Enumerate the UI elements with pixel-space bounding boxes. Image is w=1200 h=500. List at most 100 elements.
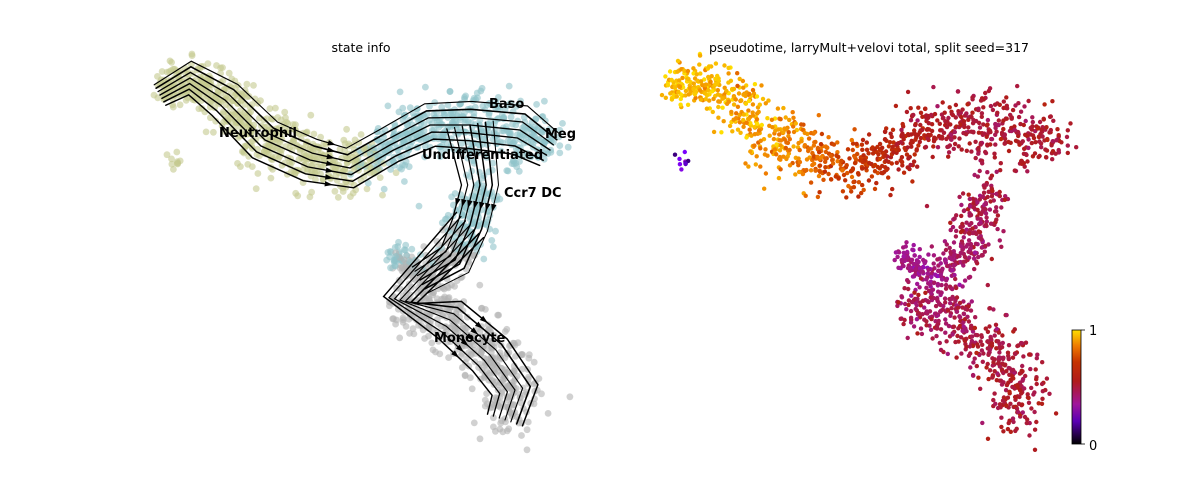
pseudotime-cell-point bbox=[1053, 151, 1058, 156]
state-cell-point bbox=[450, 201, 457, 209]
state-cell-point bbox=[284, 120, 292, 127]
pseudotime-cell-point bbox=[971, 373, 976, 378]
pseudotime-cell-point bbox=[929, 244, 934, 249]
pseudotime-cell-point bbox=[685, 102, 691, 108]
pseudotime-cell-point bbox=[988, 199, 993, 204]
state-cell-point bbox=[275, 139, 282, 146]
pseudotime-cell-point bbox=[901, 170, 907, 175]
pseudotime-cell-point bbox=[906, 132, 911, 138]
pseudotime-cell-point bbox=[1020, 363, 1025, 369]
pseudotime-cell-point bbox=[950, 332, 955, 337]
pseudotime-cell-point bbox=[1002, 197, 1007, 202]
pseudotime-cell-point bbox=[922, 305, 927, 310]
pseudotime-cell-point bbox=[997, 238, 1002, 243]
pseudotime-cell-point bbox=[958, 224, 963, 230]
pseudotime-cell-point bbox=[846, 183, 851, 189]
pseudotime-cell-point bbox=[1010, 355, 1016, 360]
pseudotime-cell-point bbox=[989, 136, 995, 142]
pseudotime-cell-point bbox=[856, 172, 861, 177]
pseudotime-cell-point bbox=[962, 337, 967, 342]
state-cell-point bbox=[432, 348, 439, 356]
pseudotime-cell-point bbox=[939, 134, 945, 139]
pseudotime-cell-point bbox=[784, 156, 789, 162]
pseudotime-cell-point bbox=[867, 160, 872, 166]
pseudotime-cell-point bbox=[713, 76, 718, 82]
pseudotime-cell-point bbox=[748, 149, 753, 154]
pseudotime-cell-point bbox=[675, 58, 681, 64]
pseudotime-cell-point bbox=[951, 240, 957, 245]
state-cell-point bbox=[173, 148, 181, 156]
pseudotime-cell-point bbox=[972, 266, 977, 272]
pseudotime-cell-point bbox=[667, 69, 673, 74]
state-cell-point bbox=[503, 126, 511, 134]
pseudotime-cell-point bbox=[1039, 381, 1045, 387]
pseudotime-cell-point bbox=[988, 221, 994, 226]
pseudotime-cell-point bbox=[678, 96, 683, 102]
pseudotime-cell-point bbox=[777, 132, 782, 137]
pseudotime-cell-point bbox=[816, 113, 821, 118]
pseudotime-cell-point bbox=[665, 83, 671, 88]
pseudotime-cell-point bbox=[1012, 127, 1017, 133]
pseudotime-cell-point bbox=[866, 178, 872, 183]
pseudotime-cell-point bbox=[983, 90, 988, 96]
pseudotime-cell-point bbox=[999, 205, 1004, 210]
pseudotime-cell-point bbox=[679, 167, 684, 172]
pseudotime-cell-point bbox=[1054, 138, 1059, 143]
pseudotime-cell-point bbox=[913, 266, 918, 272]
state-cell-point bbox=[294, 192, 302, 200]
pseudotime-cell-point bbox=[770, 125, 775, 130]
pseudotime-cell-point bbox=[958, 244, 964, 249]
pseudotime-cell-point bbox=[677, 156, 682, 162]
state-cell-point bbox=[415, 202, 423, 210]
pseudotime-cell-points bbox=[659, 51, 1081, 452]
pseudotime-cell-point bbox=[988, 336, 993, 341]
state-cell-point bbox=[492, 227, 499, 235]
state-cell-point bbox=[396, 334, 404, 342]
pseudotime-cell-point bbox=[943, 321, 949, 326]
pseudotime-cell-point bbox=[1027, 352, 1032, 357]
pseudotime-cell-point bbox=[1026, 395, 1031, 401]
pseudotime-cell-point bbox=[703, 82, 708, 87]
pseudotime-cell-point bbox=[922, 260, 927, 266]
state-cell-point bbox=[458, 140, 466, 147]
state-cell-point bbox=[497, 419, 505, 427]
pseudotime-cell-point bbox=[953, 339, 958, 345]
pseudotime-cell-point bbox=[813, 168, 818, 173]
pseudotime-cell-point bbox=[909, 257, 915, 262]
pseudotime-cell-point bbox=[726, 80, 731, 85]
pseudotime-cell-point bbox=[957, 315, 963, 320]
pseudotime-cell-point bbox=[979, 334, 984, 340]
pseudotime-cell-point bbox=[992, 155, 997, 160]
pseudotime-cell-point bbox=[917, 139, 922, 145]
state-cell-point bbox=[566, 393, 574, 401]
pseudotime-cell-point bbox=[1065, 143, 1071, 148]
pseudotime-cell-point bbox=[733, 97, 738, 102]
cluster-label-neutrophil: Neutrophil bbox=[219, 126, 297, 141]
pseudotime-cell-point bbox=[1023, 340, 1029, 345]
state-cell-point bbox=[556, 142, 564, 150]
pseudotime-cell-point bbox=[1042, 102, 1047, 107]
pseudotime-cell-point bbox=[912, 132, 918, 137]
pseudotime-cell-point bbox=[988, 103, 994, 109]
pseudotime-cell-point bbox=[763, 101, 768, 106]
state-cell-point bbox=[523, 426, 531, 434]
pseudotime-cell-point bbox=[971, 256, 977, 261]
pseudotime-cell-point bbox=[703, 97, 708, 102]
state-cell-point bbox=[392, 169, 400, 177]
state-cell-point bbox=[176, 101, 184, 109]
pseudotime-cell-point bbox=[1005, 106, 1010, 111]
pseudotime-cell-point bbox=[930, 154, 935, 160]
pseudotime-cell-point bbox=[697, 88, 703, 93]
state-cell-point bbox=[194, 81, 202, 88]
pseudotime-cell-point bbox=[791, 144, 796, 149]
pseudotime-cell-point bbox=[981, 105, 986, 110]
pseudotime-cell-point bbox=[716, 99, 721, 104]
pseudotime-cell-point bbox=[957, 136, 962, 141]
pseudotime-cell-point bbox=[910, 247, 915, 252]
state-cell-point bbox=[331, 187, 339, 195]
pseudotime-cell-point bbox=[754, 94, 760, 99]
pseudotime-cell-point bbox=[1010, 416, 1016, 421]
pseudotime-cell-point bbox=[971, 360, 976, 365]
pseudotime-cell-point bbox=[890, 127, 896, 132]
pseudotime-cell-point bbox=[974, 231, 979, 237]
